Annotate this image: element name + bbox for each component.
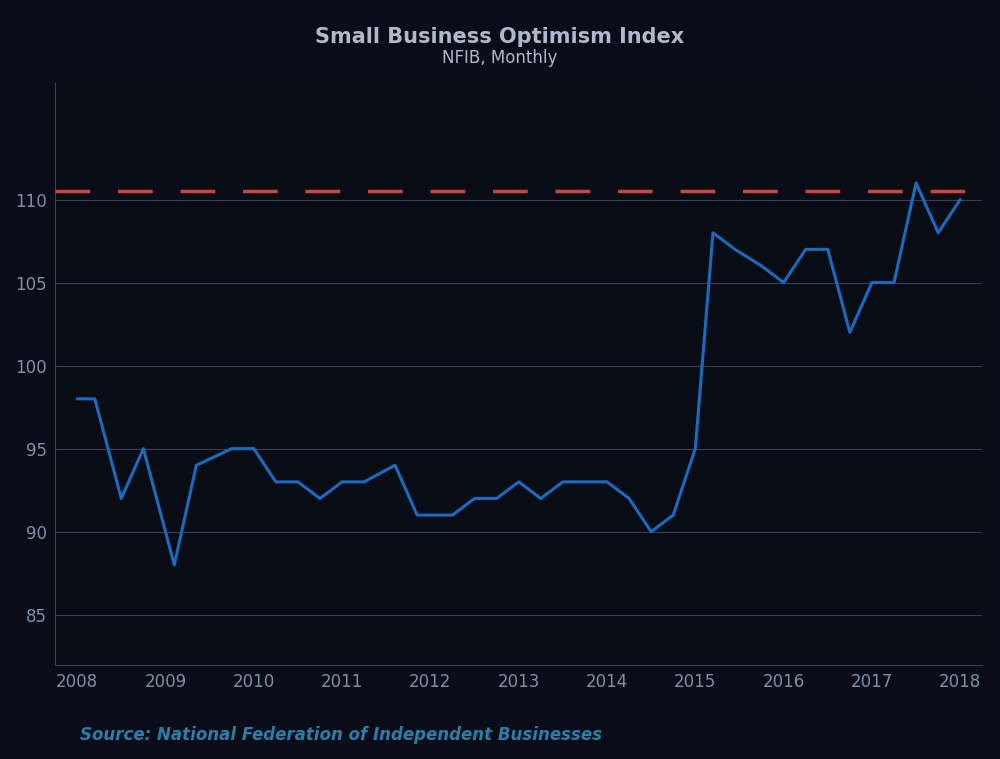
Text: Small Business Optimism Index: Small Business Optimism Index bbox=[315, 27, 685, 46]
Text: Source: National Federation of Independent Businesses: Source: National Federation of Independe… bbox=[80, 726, 602, 744]
Text: NFIB, Monthly: NFIB, Monthly bbox=[442, 49, 558, 68]
